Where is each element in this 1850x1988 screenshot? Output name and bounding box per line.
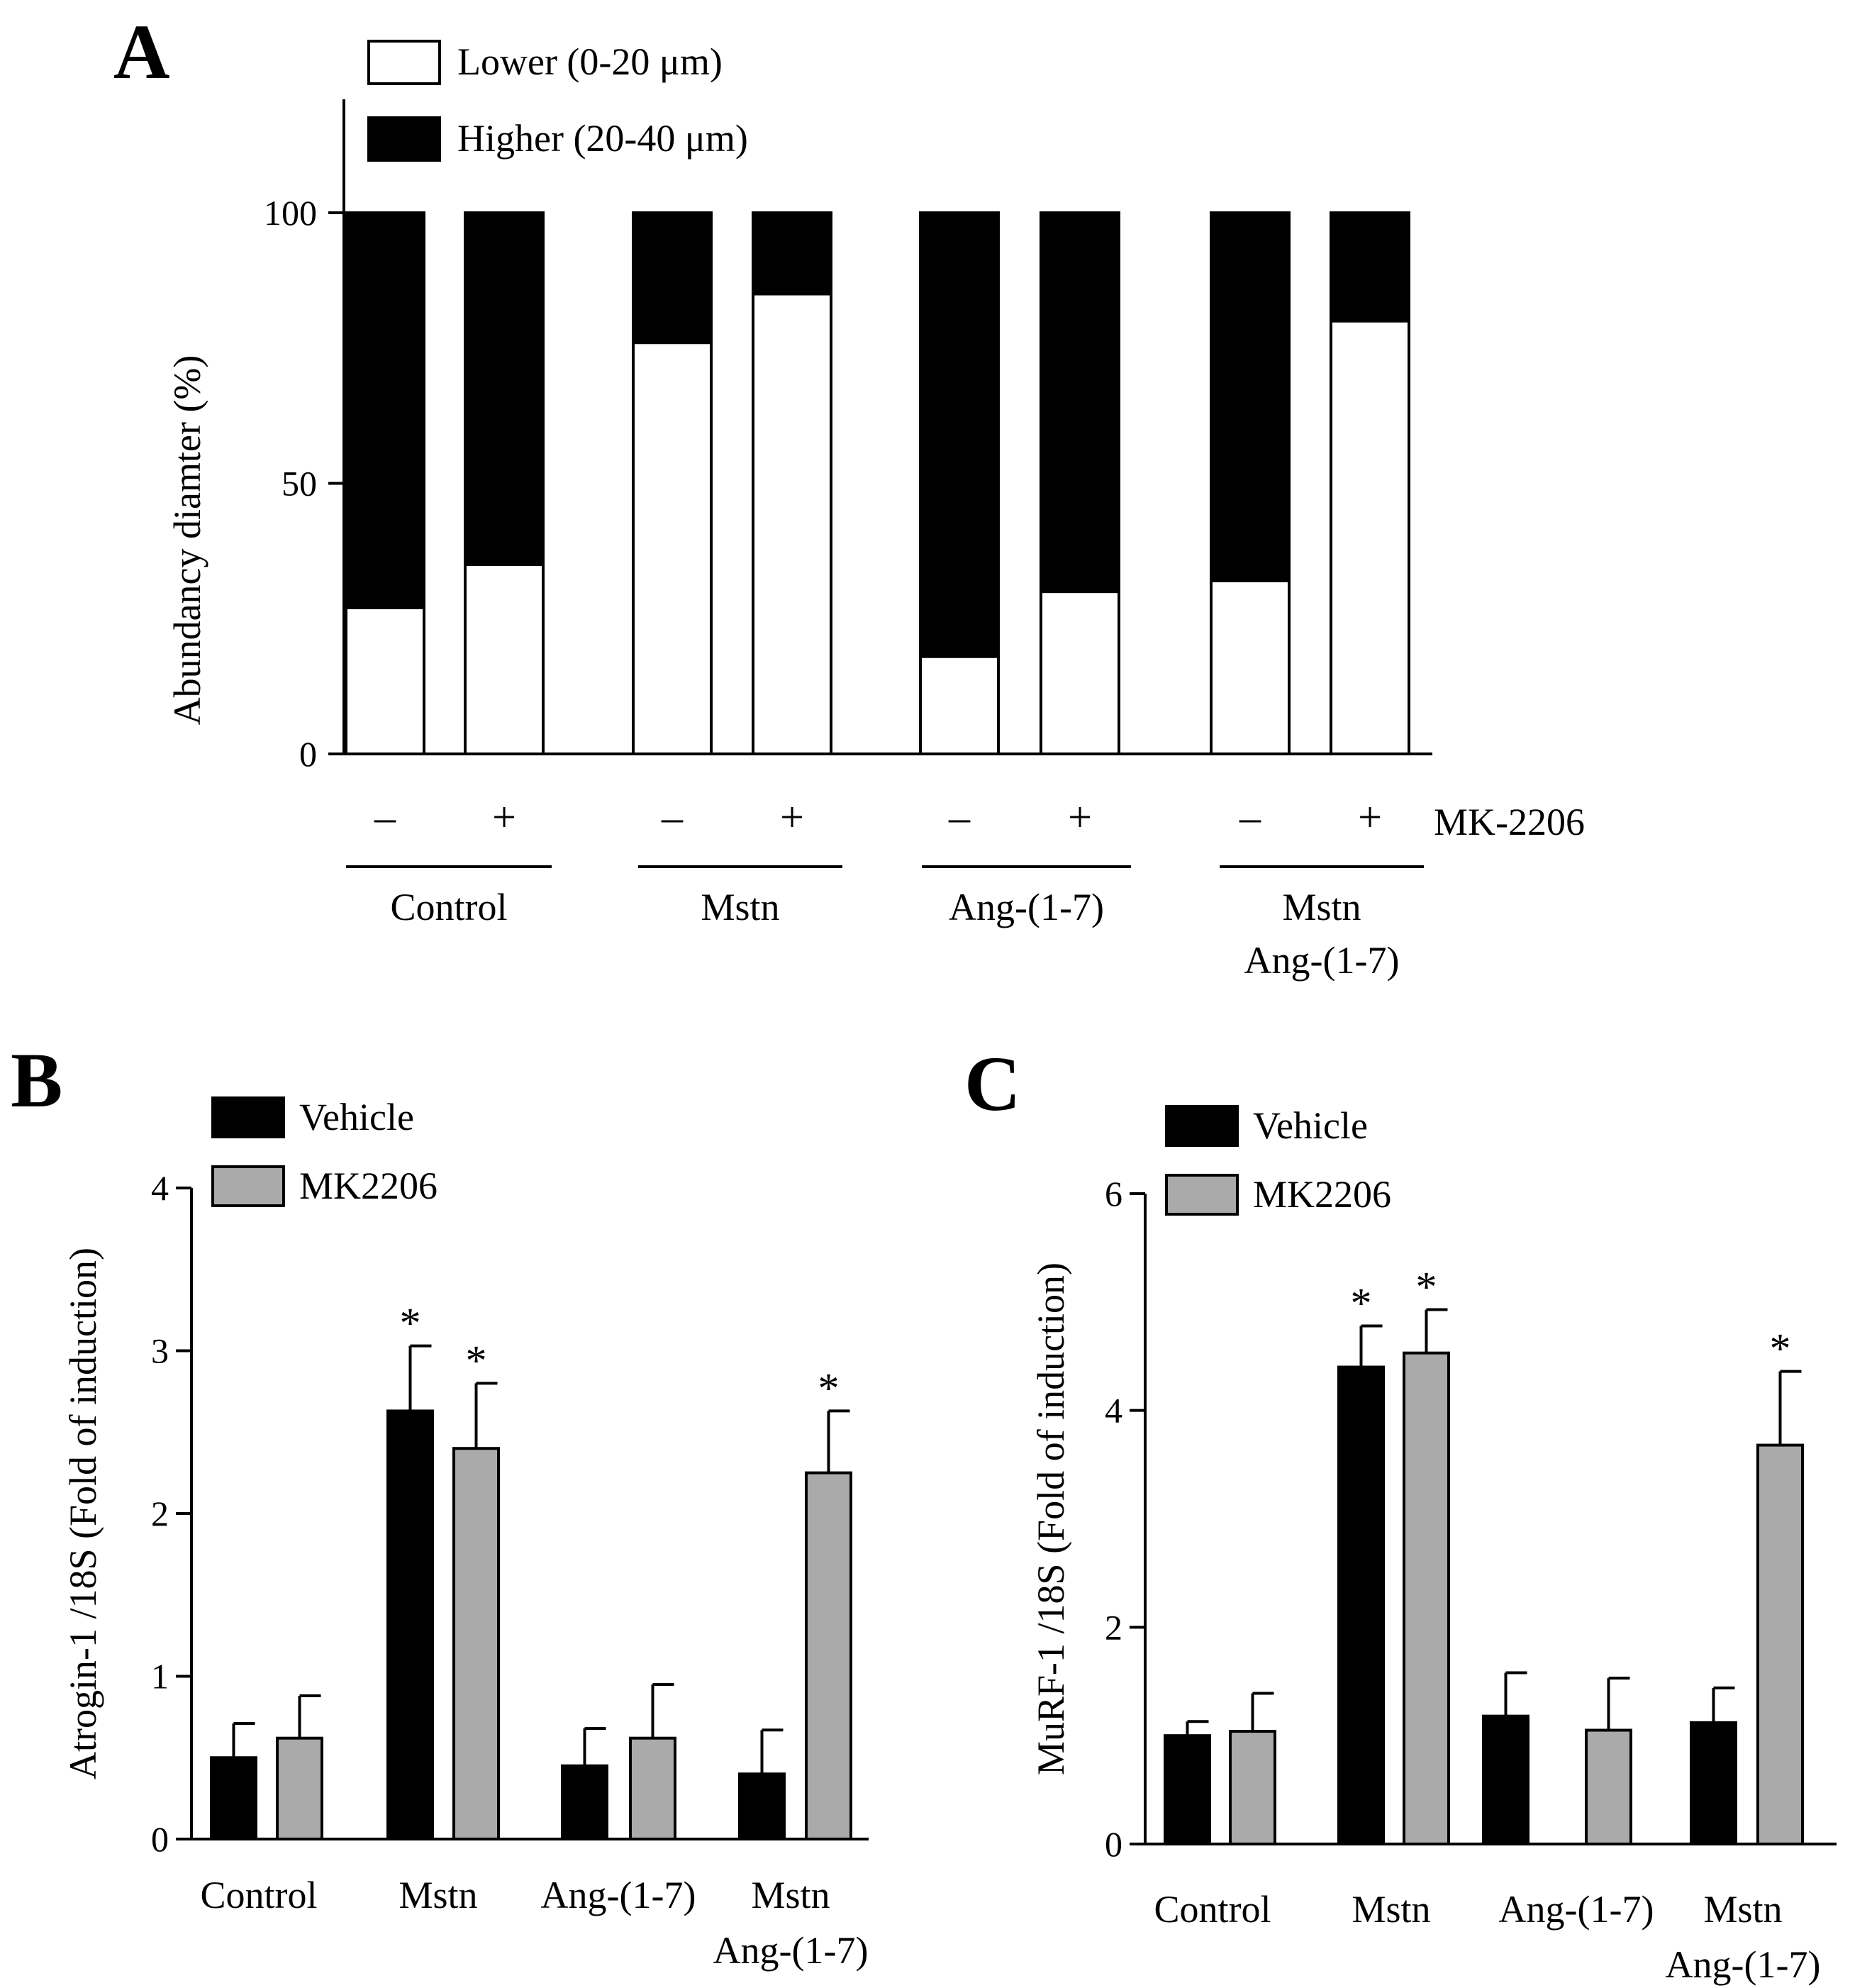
significance-marker: *: [1351, 1279, 1372, 1326]
significance-marker: *: [466, 1337, 487, 1384]
bar-vehicle: [1165, 1736, 1210, 1844]
legend-label: Lower (0-20 μm): [457, 40, 723, 83]
group-label: Ang-(1-7): [949, 886, 1104, 928]
significance-marker: *: [1416, 1264, 1437, 1311]
legend-swatch: [369, 41, 440, 84]
legend-swatch: [1166, 1106, 1237, 1145]
legend-label: Vehicle: [1253, 1104, 1368, 1147]
bar-higher: [346, 213, 424, 608]
legend-swatch: [369, 118, 440, 160]
bar-lower: [1211, 581, 1289, 754]
panel-b-chart: 0 1 2 3 4 Atrogin-1 /18S (Fold of induction) *…: [62, 1096, 869, 1972]
category-label: Mstn: [751, 1874, 830, 1916]
legend-label: Higher (20-40 μm): [457, 117, 748, 160]
bar-mk2206: [1404, 1353, 1449, 1844]
y-tick-label: 4: [151, 1168, 169, 1208]
y-tick-label: 3: [151, 1331, 169, 1371]
bar-lower: [1331, 321, 1409, 754]
bar-higher: [1211, 213, 1289, 581]
category-label: Mstn: [1352, 1888, 1430, 1931]
bar-mk2206: [454, 1448, 498, 1839]
legend-label: Vehicle: [299, 1096, 414, 1138]
bar-vehicle: [211, 1757, 256, 1839]
group-label: Ang-(1-7): [1244, 939, 1400, 982]
category-label: Ang-(1-7): [541, 1874, 696, 1916]
category-label: Control: [1154, 1888, 1271, 1931]
bar-mk2206: [1230, 1731, 1275, 1844]
significance-marker: *: [1770, 1326, 1791, 1372]
y-tick-label: 2: [1105, 1607, 1122, 1647]
y-tick-label: 0: [151, 1819, 169, 1859]
bar-vehicle: [740, 1774, 784, 1839]
legend-label: MK2206: [299, 1165, 438, 1207]
mk2206-sign: +: [492, 794, 516, 840]
mk2206-sign: –: [948, 794, 971, 840]
y-tick-label: 1: [151, 1657, 169, 1697]
y-tick-label: 0: [299, 734, 317, 774]
legend-swatch: [1166, 1175, 1237, 1214]
category-label: Ang-(1-7): [1499, 1888, 1654, 1931]
bar-vehicle: [1483, 1716, 1528, 1844]
bar-vehicle: [388, 1411, 433, 1839]
bar-higher: [633, 213, 711, 343]
bar-higher: [753, 213, 831, 294]
y-tick-label: 0: [1105, 1824, 1122, 1864]
y-tick-label: 100: [264, 193, 317, 233]
bar-vehicle: [1691, 1723, 1736, 1844]
figure: A B C 050100Abundancy diamter (%)–+–+–+–…: [0, 0, 1850, 1988]
y-axis-title: Abundancy diamter (%): [166, 355, 208, 726]
group-label: Mstn: [701, 886, 779, 928]
bar-higher: [1041, 213, 1119, 592]
mk2206-sign: +: [1068, 794, 1092, 840]
panel-letter-c: C: [964, 1040, 1020, 1127]
bar-vehicle: [1339, 1367, 1383, 1844]
bar-lower: [753, 294, 831, 754]
bar-higher: [920, 213, 998, 657]
category-label: Ang-(1-7): [1666, 1943, 1821, 1986]
bar-mk2206: [277, 1738, 322, 1839]
panel-a-chart: 0 50 100 Abundancy diamter (%) – + – + – + – + MK-22…: [166, 40, 1585, 982]
mk2206-sign: –: [661, 794, 684, 840]
panel-c-chart: 0 2 4 6 MuRF-1 /18S (Fold of induction) * * * Co…: [1030, 1104, 1837, 1986]
category-label: Mstn: [1703, 1888, 1782, 1931]
bar-lower: [346, 608, 424, 754]
y-axis-title: Atrogin-1 /18S (Fold of induction): [62, 1248, 104, 1779]
significance-marker: *: [400, 1300, 421, 1347]
bar-mk2206: [630, 1738, 675, 1839]
bar-lower: [465, 565, 543, 754]
panel-letter-a: A: [113, 9, 169, 95]
bar-lower: [920, 657, 998, 754]
treatment-label: MK-2206: [1434, 801, 1585, 843]
legend-swatch: [213, 1098, 284, 1137]
group-label: Mstn: [1282, 886, 1361, 928]
bar-lower: [1041, 592, 1119, 754]
category-label: Mstn: [399, 1874, 477, 1916]
category-label: Control: [200, 1874, 317, 1916]
bar-higher: [1331, 213, 1409, 321]
legend-label: MK2206: [1253, 1173, 1391, 1216]
bar-mk2206: [806, 1473, 851, 1839]
y-tick-label: 4: [1105, 1391, 1122, 1431]
y-tick-label: 2: [151, 1494, 169, 1533]
legend-swatch: [213, 1167, 284, 1206]
significance-marker: *: [818, 1365, 840, 1411]
y-tick-label: 50: [282, 464, 317, 504]
y-axis-title: MuRF-1 /18S (Fold of induction): [1030, 1262, 1072, 1775]
mk2206-sign: –: [1239, 794, 1261, 840]
mk2206-sign: +: [1358, 794, 1382, 840]
group-label: Control: [390, 886, 507, 928]
bar-vehicle: [562, 1766, 607, 1839]
panel-letter-b: B: [11, 1037, 62, 1123]
mk2206-sign: –: [374, 794, 396, 840]
y-tick-label: 6: [1105, 1174, 1122, 1214]
mk2206-sign: +: [780, 794, 804, 840]
bar-mk2206: [1586, 1731, 1631, 1844]
bar-lower: [633, 343, 711, 754]
category-label: Ang-(1-7): [713, 1929, 869, 1972]
bar-mk2206: [1758, 1445, 1802, 1844]
bar-higher: [465, 213, 543, 565]
